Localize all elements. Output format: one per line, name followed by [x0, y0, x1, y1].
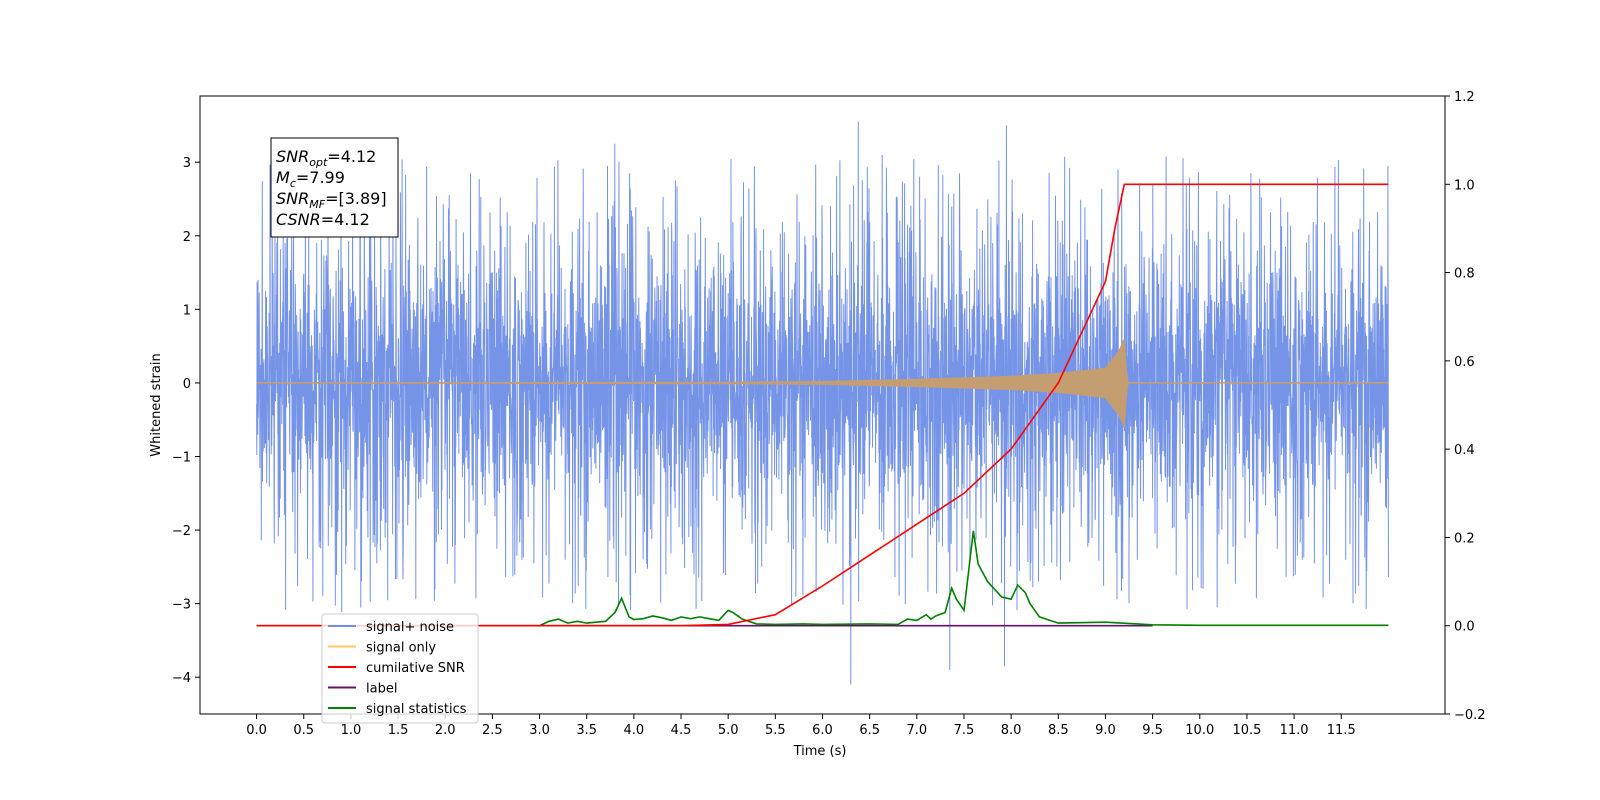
- y2-tick-label: 0.6: [1454, 355, 1475, 370]
- x-tick-label: 0.0: [246, 723, 267, 738]
- x-tick-label: 10.0: [1185, 723, 1214, 738]
- y2-tick-label: 0.8: [1454, 267, 1475, 282]
- x-tick-label: 9.5: [1142, 723, 1163, 738]
- y-axis-left: 3 2 1 0 −1 −2 −3 −4: [172, 156, 200, 686]
- x-tick-label: 5.5: [765, 723, 786, 738]
- y-axis-label: Whitened strain: [149, 353, 164, 456]
- x-tick-label: 0.5: [293, 723, 314, 738]
- y2-tick-label: 1.0: [1454, 178, 1475, 193]
- legend-label: signal+ noise: [366, 620, 454, 635]
- y-tick-label: −3: [172, 598, 191, 613]
- signal-noise-line: [256, 121, 1389, 685]
- y2-tick-label: 0.0: [1454, 620, 1475, 635]
- x-tick-label: 4.0: [624, 723, 645, 738]
- signal-noise-series: [256, 121, 1389, 685]
- x-axis-label: Time (s): [793, 744, 847, 759]
- signal-statistics-line: [256, 530, 1389, 627]
- x-tick-label: 8.5: [1048, 723, 1069, 738]
- annotation-symbol: SNR: [276, 147, 309, 166]
- x-tick-label: 3.5: [576, 723, 597, 738]
- x-tick-label: 1.5: [388, 723, 409, 738]
- x-tick-label: 3.0: [529, 723, 550, 738]
- x-tick-label: 8.0: [1001, 723, 1022, 738]
- legend-label: label: [366, 682, 397, 697]
- x-tick-label: 11.5: [1327, 723, 1356, 738]
- y-tick-label: −2: [172, 524, 191, 539]
- annotation-subscript: c: [290, 177, 296, 190]
- y2-tick-label: 0.4: [1454, 443, 1475, 458]
- annotation-subscript: opt: [309, 156, 328, 169]
- annotation-symbol: SNR: [276, 189, 309, 208]
- cumulative-snr-line: [256, 183, 1389, 627]
- x-tick-label: 1.0: [341, 723, 362, 738]
- annotation-symbol: M: [276, 168, 290, 187]
- legend-label: signal only: [366, 641, 436, 656]
- x-axis: 0.0 0.5 1.0 1.5 2.0 2.5 3.0 3.5 4.0 4.5 5.0 5.5 6.0 6…: [246, 714, 1356, 738]
- annotation-symbol: CSNR: [276, 210, 321, 229]
- y-tick-label: 3: [183, 156, 191, 171]
- legend-label: signal statistics: [366, 702, 467, 717]
- annotation-line: SNRopt=4.12: [276, 147, 376, 169]
- x-tick-label: 9.0: [1095, 723, 1116, 738]
- signal-only-series: [256, 338, 1389, 428]
- annotation-value: =4.12: [327, 147, 376, 166]
- x-tick-label: 7.5: [954, 723, 975, 738]
- annotation-line: Mc=7.99: [276, 168, 345, 190]
- x-tick-label: 5.0: [718, 723, 739, 738]
- y-tick-label: 1: [183, 303, 191, 318]
- annotation-line: SNRMF=[3.89]: [276, 189, 387, 211]
- y-tick-label: −4: [172, 671, 191, 686]
- x-tick-label: 11.0: [1280, 723, 1309, 738]
- y-tick-label: 0: [183, 377, 191, 392]
- right-axis-series: [256, 183, 1389, 627]
- annotation-value: =4.12: [321, 210, 370, 229]
- x-tick-label: 7.0: [906, 723, 927, 738]
- annotation-subscript: MF: [309, 198, 325, 211]
- y-tick-label: 2: [183, 230, 191, 245]
- annotation-value: =7.99: [296, 168, 345, 187]
- annotation-value: =[3.89]: [325, 189, 387, 208]
- annotation-line: CSNR=4.12: [276, 210, 370, 229]
- legend-label: cumilative SNR: [366, 661, 465, 676]
- x-tick-label: 10.5: [1232, 723, 1261, 738]
- x-tick-label: 2.5: [482, 723, 503, 738]
- y2-tick-label: −0.2: [1454, 708, 1486, 723]
- x-tick-label: 2.0: [435, 723, 456, 738]
- y2-tick-label: 0.2: [1454, 531, 1475, 546]
- x-tick-label: 4.5: [671, 723, 692, 738]
- y-tick-label: −1: [172, 451, 191, 466]
- legend-box: [321, 613, 479, 724]
- x-tick-label: 6.5: [859, 723, 880, 738]
- y-axis-right: 1.2 1.0 0.8 0.6 0.4 0.2 0.0 −0.2: [1445, 90, 1486, 723]
- legend: signal+ noise signal only cumilative SNR la…: [321, 613, 479, 724]
- y2-tick-label: 1.2: [1454, 90, 1475, 105]
- annotation-box: [270, 137, 399, 238]
- x-tick-label: 6.0: [812, 723, 833, 738]
